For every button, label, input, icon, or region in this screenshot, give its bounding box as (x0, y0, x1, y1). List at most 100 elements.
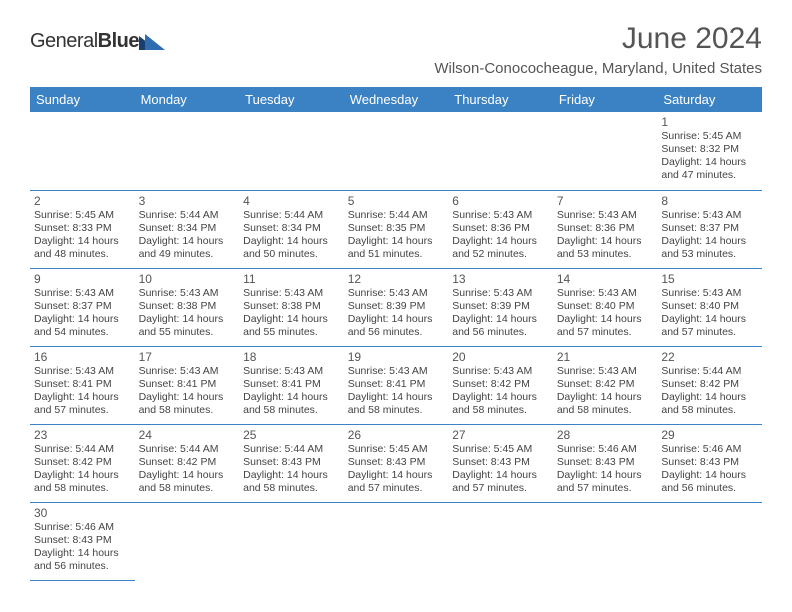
daylight-text: Daylight: 14 hours and 58 minutes. (348, 391, 445, 417)
day-number: 5 (348, 194, 445, 208)
sunset-text: Sunset: 8:34 PM (243, 222, 340, 235)
week-row: 2Sunrise: 5:45 AMSunset: 8:33 PMDaylight… (30, 190, 762, 268)
daylight-text: Daylight: 14 hours and 47 minutes. (661, 156, 758, 182)
week-row: 16Sunrise: 5:43 AMSunset: 8:41 PMDayligh… (30, 346, 762, 424)
dayname-saturday: Saturday (657, 87, 762, 112)
calendar-body: 1Sunrise: 5:45 AMSunset: 8:32 PMDaylight… (30, 112, 762, 580)
sunset-text: Sunset: 8:37 PM (661, 222, 758, 235)
day-cell (344, 502, 449, 580)
daylight-text: Daylight: 14 hours and 55 minutes. (243, 313, 340, 339)
day-cell: 10Sunrise: 5:43 AMSunset: 8:38 PMDayligh… (135, 268, 240, 346)
day-number: 19 (348, 350, 445, 364)
day-cell: 3Sunrise: 5:44 AMSunset: 8:34 PMDaylight… (135, 190, 240, 268)
daylight-text: Daylight: 14 hours and 58 minutes. (243, 469, 340, 495)
daylight-text: Daylight: 14 hours and 57 minutes. (34, 391, 131, 417)
logo-word1: General (30, 30, 98, 52)
day-info: Sunrise: 5:46 AMSunset: 8:43 PMDaylight:… (661, 443, 758, 496)
day-cell: 18Sunrise: 5:43 AMSunset: 8:41 PMDayligh… (239, 346, 344, 424)
sunset-text: Sunset: 8:41 PM (348, 378, 445, 391)
day-info: Sunrise: 5:45 AMSunset: 8:33 PMDaylight:… (34, 209, 131, 262)
sunrise-text: Sunrise: 5:46 AM (34, 521, 131, 534)
sunrise-text: Sunrise: 5:43 AM (139, 365, 236, 378)
day-cell: 7Sunrise: 5:43 AMSunset: 8:36 PMDaylight… (553, 190, 658, 268)
daylight-text: Daylight: 14 hours and 57 minutes. (452, 469, 549, 495)
sunrise-text: Sunrise: 5:43 AM (348, 365, 445, 378)
daylight-text: Daylight: 14 hours and 57 minutes. (557, 469, 654, 495)
daylight-text: Daylight: 14 hours and 53 minutes. (661, 235, 758, 261)
sunset-text: Sunset: 8:43 PM (661, 456, 758, 469)
daylight-text: Daylight: 14 hours and 58 minutes. (139, 469, 236, 495)
day-cell: 23Sunrise: 5:44 AMSunset: 8:42 PMDayligh… (30, 424, 135, 502)
day-cell: 21Sunrise: 5:43 AMSunset: 8:42 PMDayligh… (553, 346, 658, 424)
day-number: 2 (34, 194, 131, 208)
dayname-monday: Monday (135, 87, 240, 112)
daylight-text: Daylight: 14 hours and 49 minutes. (139, 235, 236, 261)
day-info: Sunrise: 5:43 AMSunset: 8:42 PMDaylight:… (452, 365, 549, 418)
sunset-text: Sunset: 8:39 PM (452, 300, 549, 313)
day-cell: 13Sunrise: 5:43 AMSunset: 8:39 PMDayligh… (448, 268, 553, 346)
day-cell (135, 502, 240, 580)
sunrise-text: Sunrise: 5:43 AM (139, 287, 236, 300)
daylight-text: Daylight: 14 hours and 56 minutes. (348, 313, 445, 339)
day-number: 8 (661, 194, 758, 208)
week-row: 9Sunrise: 5:43 AMSunset: 8:37 PMDaylight… (30, 268, 762, 346)
day-number: 20 (452, 350, 549, 364)
daylight-text: Daylight: 14 hours and 58 minutes. (661, 391, 758, 417)
day-info: Sunrise: 5:43 AMSunset: 8:42 PMDaylight:… (557, 365, 654, 418)
dayname-wednesday: Wednesday (344, 87, 449, 112)
day-cell: 16Sunrise: 5:43 AMSunset: 8:41 PMDayligh… (30, 346, 135, 424)
sunset-text: Sunset: 8:43 PM (34, 534, 131, 547)
dayname-sunday: Sunday (30, 87, 135, 112)
day-cell: 14Sunrise: 5:43 AMSunset: 8:40 PMDayligh… (553, 268, 658, 346)
day-cell: 4Sunrise: 5:44 AMSunset: 8:34 PMDaylight… (239, 190, 344, 268)
logo-mark-icon (139, 32, 165, 52)
sunrise-text: Sunrise: 5:43 AM (557, 209, 654, 222)
day-info: Sunrise: 5:45 AMSunset: 8:43 PMDaylight:… (452, 443, 549, 496)
day-info: Sunrise: 5:43 AMSunset: 8:38 PMDaylight:… (243, 287, 340, 340)
sunset-text: Sunset: 8:40 PM (557, 300, 654, 313)
daylight-text: Daylight: 14 hours and 53 minutes. (557, 235, 654, 261)
day-info: Sunrise: 5:44 AMSunset: 8:42 PMDaylight:… (34, 443, 131, 496)
sunrise-text: Sunrise: 5:43 AM (661, 209, 758, 222)
location-text: Wilson-Conococheague, Maryland, United S… (434, 60, 762, 77)
sunrise-text: Sunrise: 5:45 AM (34, 209, 131, 222)
day-info: Sunrise: 5:43 AMSunset: 8:36 PMDaylight:… (452, 209, 549, 262)
day-cell (30, 112, 135, 190)
sunrise-text: Sunrise: 5:45 AM (661, 130, 758, 143)
sunset-text: Sunset: 8:39 PM (348, 300, 445, 313)
sunrise-text: Sunrise: 5:43 AM (348, 287, 445, 300)
day-cell: 17Sunrise: 5:43 AMSunset: 8:41 PMDayligh… (135, 346, 240, 424)
sunset-text: Sunset: 8:43 PM (243, 456, 340, 469)
sunrise-text: Sunrise: 5:43 AM (243, 365, 340, 378)
sunset-text: Sunset: 8:43 PM (557, 456, 654, 469)
week-row: 1Sunrise: 5:45 AMSunset: 8:32 PMDaylight… (30, 112, 762, 190)
day-cell: 2Sunrise: 5:45 AMSunset: 8:33 PMDaylight… (30, 190, 135, 268)
sunrise-text: Sunrise: 5:43 AM (34, 365, 131, 378)
day-info: Sunrise: 5:43 AMSunset: 8:41 PMDaylight:… (348, 365, 445, 418)
day-info: Sunrise: 5:43 AMSunset: 8:41 PMDaylight:… (139, 365, 236, 418)
sunrise-text: Sunrise: 5:44 AM (139, 443, 236, 456)
daylight-text: Daylight: 14 hours and 58 minutes. (557, 391, 654, 417)
day-info: Sunrise: 5:43 AMSunset: 8:38 PMDaylight:… (139, 287, 236, 340)
day-number: 17 (139, 350, 236, 364)
sunrise-text: Sunrise: 5:44 AM (243, 209, 340, 222)
daylight-text: Daylight: 14 hours and 56 minutes. (661, 469, 758, 495)
sunrise-text: Sunrise: 5:44 AM (139, 209, 236, 222)
sunset-text: Sunset: 8:42 PM (452, 378, 549, 391)
sunset-text: Sunset: 8:41 PM (34, 378, 131, 391)
day-cell (239, 502, 344, 580)
day-cell: 15Sunrise: 5:43 AMSunset: 8:40 PMDayligh… (657, 268, 762, 346)
calendar-page: GeneralBlue June 2024 Wilson-Conococheag… (0, 0, 792, 591)
daylight-text: Daylight: 14 hours and 57 minutes. (348, 469, 445, 495)
day-info: Sunrise: 5:43 AMSunset: 8:39 PMDaylight:… (452, 287, 549, 340)
day-info: Sunrise: 5:44 AMSunset: 8:42 PMDaylight:… (139, 443, 236, 496)
sunrise-text: Sunrise: 5:43 AM (34, 287, 131, 300)
day-info: Sunrise: 5:43 AMSunset: 8:37 PMDaylight:… (34, 287, 131, 340)
sunset-text: Sunset: 8:35 PM (348, 222, 445, 235)
sunrise-text: Sunrise: 5:44 AM (34, 443, 131, 456)
day-cell (448, 502, 553, 580)
sunset-text: Sunset: 8:37 PM (34, 300, 131, 313)
day-cell (657, 502, 762, 580)
day-number: 28 (557, 428, 654, 442)
day-number: 30 (34, 506, 131, 520)
